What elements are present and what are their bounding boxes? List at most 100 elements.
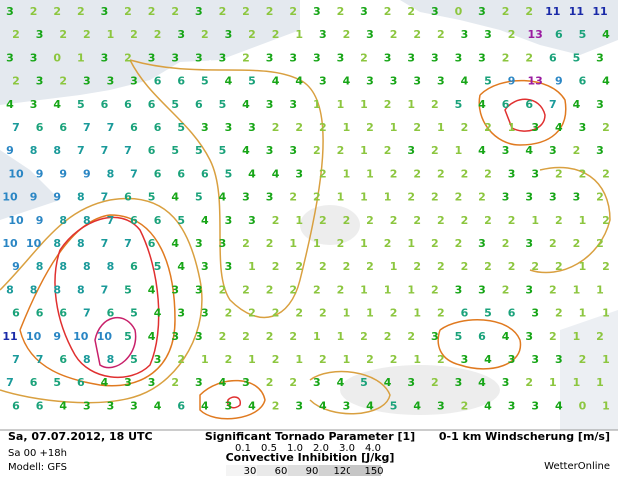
contour: [504, 98, 546, 132]
wind-value: 2: [289, 330, 297, 343]
contour: [309, 370, 391, 415]
wind-value: 2: [319, 167, 327, 180]
wind-value: 5: [154, 260, 162, 273]
wind-value: 4: [525, 144, 533, 157]
wind-value: 3: [366, 75, 374, 88]
wind-value: 3: [525, 237, 533, 250]
wind-value: 2: [272, 353, 280, 366]
cin-swatch: [288, 465, 319, 476]
wind-value: 3: [319, 75, 327, 88]
wind-value: 6: [549, 51, 557, 64]
wind-value: 7: [83, 121, 91, 134]
wind-value: 4: [337, 376, 345, 389]
wind-value: 7: [124, 144, 132, 157]
contour: [437, 319, 522, 370]
wind-value: 8: [77, 191, 85, 204]
wind-value: 6: [130, 260, 138, 273]
wind-value: 8: [6, 283, 14, 296]
wind-value: 8: [107, 353, 115, 366]
wind-value: 2: [437, 167, 445, 180]
wind-value: 2: [266, 5, 274, 18]
wind-value: 1: [77, 51, 85, 64]
wind-value: 2: [407, 330, 415, 343]
wind-value: 4: [484, 399, 492, 412]
wind-value: 9: [12, 260, 20, 273]
wind-value: 3: [502, 144, 510, 157]
wind-value: 2: [579, 167, 587, 180]
wind-value: 3: [266, 191, 274, 204]
wind-value: 2: [219, 5, 227, 18]
wind-value: 2: [431, 144, 439, 157]
sea: [0, 0, 618, 430]
wind-value: 2: [225, 307, 233, 320]
wind-value: 6: [130, 121, 138, 134]
wind-value: 4: [219, 191, 227, 204]
wind-value: 5: [177, 121, 185, 134]
wind-value: 3: [508, 167, 516, 180]
stp-level: 2.0: [313, 443, 329, 454]
wind-value: 2: [59, 28, 67, 41]
wind-value: 1: [413, 307, 421, 320]
wind-value: 2: [461, 399, 469, 412]
wind-value: 5: [219, 98, 227, 111]
wind-value: 3: [130, 399, 138, 412]
wind-value: 3: [502, 191, 510, 204]
wind-value: 4: [201, 214, 209, 227]
wind-value: 7: [6, 376, 14, 389]
wind-value: 2: [289, 376, 297, 389]
wind-value: 0: [53, 51, 61, 64]
wind-value: 4: [478, 98, 486, 111]
wind-value: 3: [225, 214, 233, 227]
wind-value: 3: [289, 51, 297, 64]
wind-value: 6: [59, 307, 67, 320]
wind-value: 2: [366, 214, 374, 227]
wind-value: 1: [248, 353, 256, 366]
wind-value: 9: [6, 144, 14, 157]
wind-value: 3: [171, 283, 179, 296]
wind-value: 6: [148, 98, 156, 111]
wind-value: 2: [77, 5, 85, 18]
wind-value: 1: [248, 260, 256, 273]
wind-value: 1: [384, 283, 392, 296]
wind-value: 6: [12, 399, 20, 412]
legend: 0.1 0.5 1.0 2.0 3.0 4.0 30 60 90 120 150: [226, 443, 384, 477]
wind-value: 6: [177, 399, 185, 412]
wind-value: 1: [337, 191, 345, 204]
wind-value: 1: [201, 353, 209, 366]
wind-value: 3: [30, 98, 38, 111]
wind-value: 3: [177, 28, 185, 41]
wind-value: 4: [171, 191, 179, 204]
wind-value: 2: [384, 237, 392, 250]
wind-value: 2: [384, 98, 392, 111]
wind-value: 0: [579, 399, 587, 412]
wind-value: 2: [366, 121, 374, 134]
wind-value: 1: [596, 376, 604, 389]
wind-value: 11: [592, 5, 607, 18]
wind-value: 3: [525, 330, 533, 343]
wind-labels: 3 2 2 2 3 2 2 2 3 2 2 2 2 3 2 3 2 2 3 0 3 2 2 11 11 112 3 2 2 1 2 2 3 2 3 2…: [2, 5, 610, 412]
wind-value: 2: [413, 260, 421, 273]
wind-value: 3: [6, 51, 14, 64]
wind-value: 9: [53, 330, 61, 343]
wind-value: 2: [272, 214, 280, 227]
wind-value: 4: [602, 28, 610, 41]
wind-value: 10: [8, 167, 24, 180]
wind-value: 3: [384, 51, 392, 64]
wind-value: 3: [30, 51, 38, 64]
wind-value: 2: [201, 28, 209, 41]
wind-value: 3: [531, 353, 539, 366]
wind-value: 1: [337, 98, 345, 111]
wind-value: 8: [77, 237, 85, 250]
wind-value: 13: [528, 28, 543, 41]
wind-value: 3: [107, 75, 115, 88]
wind-value: 2: [602, 260, 610, 273]
wind-value: 3: [225, 399, 233, 412]
wind-value: 1: [531, 214, 539, 227]
wind-value: 8: [53, 237, 61, 250]
wind-value: 6: [36, 399, 44, 412]
wind-value: 5: [195, 144, 203, 157]
wind-value: 4: [602, 75, 610, 88]
wind-value: 3: [6, 5, 14, 18]
